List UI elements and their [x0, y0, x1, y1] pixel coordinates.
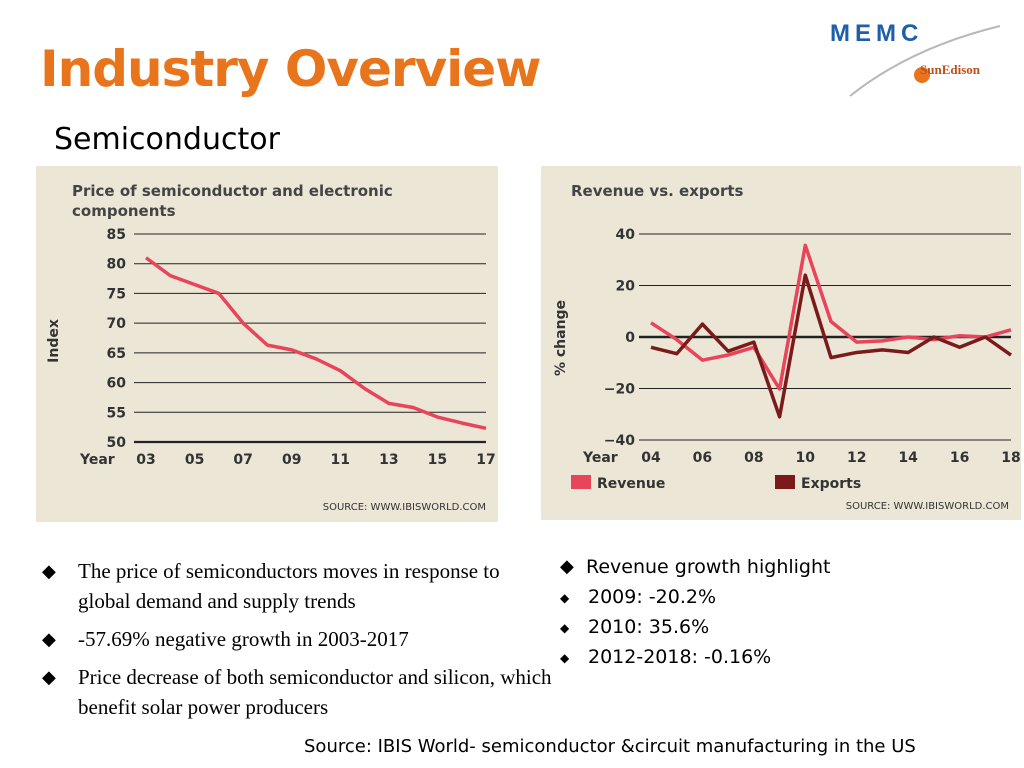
x-axis-label: Year — [79, 452, 115, 468]
x-tick-label: 15 — [428, 452, 447, 468]
legend-label-revenue: Revenue — [597, 476, 665, 492]
x-tick-label: 05 — [185, 452, 204, 468]
x-tick-label: 12 — [847, 450, 866, 466]
right-bullet-list: ◆ Revenue growth highlight ◆ 2009: -20.2% … — [560, 552, 1000, 672]
chart-panel — [541, 166, 1021, 520]
diamond-bullet-icon: ◆ — [42, 629, 56, 649]
y-axis-label: % change — [553, 300, 569, 376]
small-diamond-bullet-icon: ◆ — [560, 591, 570, 605]
small-diamond-bullet-icon: ◆ — [560, 621, 570, 635]
x-tick-label: 03 — [136, 452, 155, 468]
x-tick-label: 10 — [796, 450, 816, 466]
x-tick-label: 17 — [476, 452, 495, 468]
y-tick-label: 80 — [107, 257, 127, 273]
sub-bullet-item: ◆ 2009: -20.2% — [560, 582, 1000, 612]
bullet-heading: ◆ Revenue growth highlight — [560, 552, 1000, 582]
y-tick-label: 75 — [107, 286, 126, 302]
bullet-text: -57.69% negative growth in 2003-2017 — [78, 627, 409, 651]
y-tick-label: −40 — [604, 433, 635, 449]
bullet-heading-text: Revenue growth highlight — [586, 556, 831, 578]
y-tick-label: 65 — [107, 346, 126, 362]
y-tick-label: 50 — [107, 435, 127, 451]
chart-source: SOURCE: WWW.IBISWORLD.COM — [323, 502, 486, 513]
x-tick-label: 04 — [641, 450, 661, 466]
x-tick-label: 08 — [744, 450, 763, 466]
y-tick-label: −20 — [604, 382, 635, 398]
legend-swatch-exports — [775, 475, 795, 489]
y-tick-label: 85 — [107, 227, 126, 243]
diamond-bullet-icon: ◆ — [560, 556, 574, 577]
diamond-bullet-icon: ◆ — [42, 667, 56, 687]
y-tick-label: 55 — [107, 405, 126, 421]
bullet-item: ◆ The price of semiconductors moves in re… — [42, 556, 552, 616]
x-tick-label: 16 — [950, 450, 969, 466]
bullet-item: ◆ Price decrease of both semiconductor an… — [42, 662, 552, 722]
chart-title-line1: Price of semiconductor and electronic — [72, 182, 393, 200]
left-bullet-list: ◆ The price of semiconductors moves in re… — [42, 556, 552, 730]
sub-bullet-text: 2012-2018: -0.16% — [588, 646, 772, 668]
bullet-item: ◆ -57.69% negative growth in 2003-2017 — [42, 624, 552, 654]
y-tick-label: 40 — [616, 227, 636, 243]
bullet-text: Price decrease of both semiconductor and… — [78, 665, 552, 719]
y-tick-label: 60 — [107, 376, 127, 392]
x-tick-label: 07 — [233, 452, 252, 468]
slide-subtitle: Semiconductor — [54, 122, 280, 157]
memc-logo-text: MEMC — [830, 20, 924, 47]
chart-source: SOURCE: WWW.IBISWORLD.COM — [846, 501, 1009, 512]
x-tick-label: 13 — [379, 452, 398, 468]
company-logo: MEMC SunEdison — [820, 18, 1010, 98]
x-tick-label: 11 — [331, 452, 350, 468]
sub-bullet-item: ◆ 2012-2018: -0.16% — [560, 642, 1000, 672]
x-tick-label: 06 — [693, 450, 712, 466]
chart-title: Revenue vs. exports — [571, 182, 744, 200]
bullet-text: The price of semiconductors moves in res… — [78, 559, 500, 613]
small-diamond-bullet-icon: ◆ — [560, 651, 570, 665]
sub-bullet-item: ◆ 2010: 35.6% — [560, 612, 1000, 642]
y-tick-label: 0 — [625, 330, 635, 346]
price-index-chart: Price of semiconductor and electronic co… — [36, 166, 498, 522]
logo-swoosh — [849, 25, 1001, 97]
slide-title: Industry Overview — [40, 40, 541, 98]
sub-bullet-text: 2010: 35.6% — [588, 616, 710, 638]
revenue-exports-chart: Revenue vs. exports % change Year 40 20 0 −… — [541, 166, 1021, 520]
source-footnote: Source: IBIS World- semiconductor &circu… — [304, 736, 916, 757]
price-index-series — [144, 256, 487, 431]
legend-swatch-revenue — [571, 475, 591, 489]
revenue-series — [650, 243, 1012, 391]
x-tick-label: 18 — [1001, 450, 1020, 466]
diamond-bullet-icon: ◆ — [42, 561, 56, 581]
sunedison-logo-text: SunEdison — [920, 62, 980, 77]
y-tick-label: 20 — [616, 279, 636, 295]
x-tick-label: 14 — [898, 450, 918, 466]
x-axis-label: Year — [582, 450, 618, 466]
y-axis-label: Index — [46, 319, 62, 363]
chart-title-line2: components — [72, 202, 176, 220]
exports-series — [650, 273, 1013, 419]
y-tick-label: 70 — [107, 316, 127, 332]
x-tick-label: 09 — [282, 452, 301, 468]
sub-bullet-text: 2009: -20.2% — [588, 586, 717, 608]
legend-label-exports: Exports — [801, 476, 861, 492]
